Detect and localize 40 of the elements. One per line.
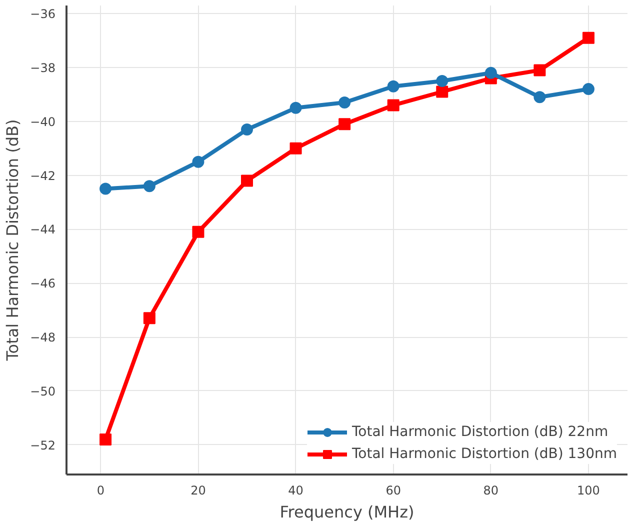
- y-tick-label: −36: [30, 7, 56, 22]
- point: [387, 80, 400, 92]
- point: [387, 99, 400, 112]
- point: [240, 174, 253, 187]
- point: [192, 156, 204, 168]
- y-tick-label: −46: [30, 276, 56, 291]
- y-tick-label: −52: [30, 438, 56, 452]
- x-tick-label: 0: [96, 484, 104, 498]
- x-tick-label: 20: [190, 484, 206, 498]
- legend-label: Total Harmonic Distortion (dB) 22nm: [352, 424, 608, 440]
- point: [436, 86, 448, 98]
- point: [436, 74, 448, 87]
- x-axis-title: Frequency (MHz): [280, 502, 414, 522]
- x-tick-label: 100: [577, 484, 600, 498]
- legend-label: Total Harmonic Distortion (dB) 130nm: [352, 446, 617, 462]
- point: [100, 182, 112, 195]
- x-tick-label: 40: [288, 484, 304, 498]
- point: [192, 226, 204, 238]
- point: [290, 102, 302, 114]
- y-tick-label: −42: [30, 168, 56, 183]
- y-tick-label: −44: [30, 222, 56, 237]
- point: [100, 433, 112, 446]
- point: [338, 96, 351, 109]
- x-tick-label: 60: [386, 484, 401, 498]
- point: [582, 83, 594, 96]
- point: [534, 91, 546, 104]
- point: [240, 124, 253, 136]
- point: [534, 64, 546, 76]
- point: [290, 142, 302, 154]
- y-tick-label: −50: [30, 384, 56, 398]
- y-axis-title: Total Harmonic Distortion (dB): [3, 119, 22, 362]
- y-tick-label: −38: [30, 60, 56, 75]
- y-tick-label: −48: [30, 330, 56, 345]
- y-tick-label: −40: [30, 114, 56, 129]
- point: [338, 118, 351, 130]
- point: [582, 32, 594, 44]
- point: [143, 312, 156, 324]
- point: [143, 180, 156, 192]
- x-tick-label: 80: [483, 484, 499, 498]
- point: [484, 66, 497, 79]
